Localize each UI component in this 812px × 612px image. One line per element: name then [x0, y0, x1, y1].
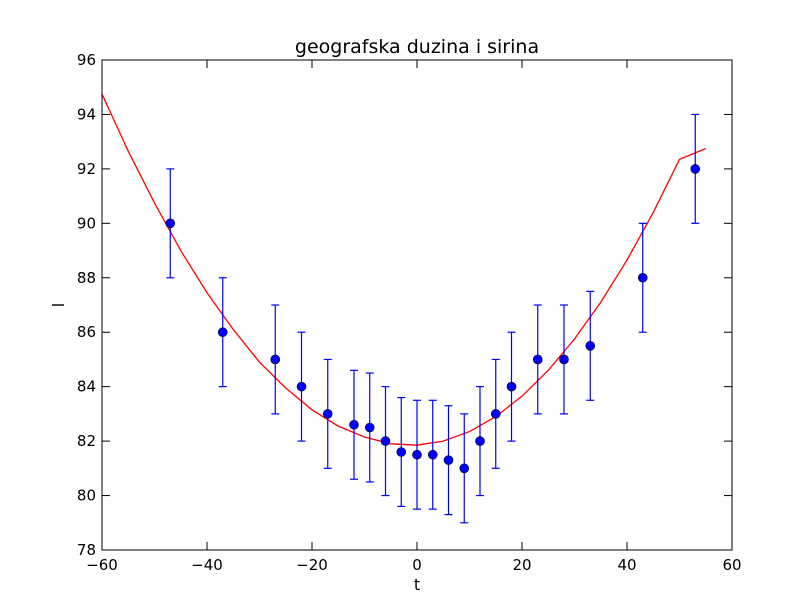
- data-point: [380, 436, 391, 446]
- x-tick-label: 20: [512, 556, 531, 574]
- y-tick-label: 80: [77, 487, 96, 505]
- y-tick-label: 78: [77, 541, 96, 559]
- y-tick-label: 94: [77, 105, 96, 123]
- data-point: [637, 272, 648, 283]
- data-point: [559, 354, 569, 365]
- fit-curve-layer: [102, 93, 706, 446]
- data-point: [396, 447, 407, 457]
- x-tick-label: −40: [191, 556, 223, 574]
- y-tick-label: 92: [77, 160, 96, 178]
- y-axis-label: l: [49, 303, 68, 307]
- data-point: [364, 422, 375, 433]
- data-point: [506, 381, 517, 392]
- data-point: [322, 409, 333, 419]
- chart-title: geografska duzina i sirina: [295, 36, 539, 58]
- y-tick-label: 82: [77, 432, 96, 450]
- data-point: [532, 354, 543, 365]
- y-tick-label: 84: [77, 378, 96, 396]
- data-point: [585, 341, 596, 351]
- data-point: [217, 327, 228, 338]
- x-axis-label: t: [414, 575, 420, 594]
- y-tick-label: 86: [77, 323, 96, 341]
- x-tick-label: −20: [296, 556, 328, 574]
- x-tick-label: 0: [412, 556, 422, 574]
- x-tick-label: 40: [617, 556, 636, 574]
- data-point: [270, 354, 281, 365]
- tick-layer: −60 −40 −20 0 20 40 60 78 80 82 84 86 88 90 92 94 96: [77, 51, 742, 574]
- x-tick-label: 60: [722, 556, 741, 574]
- x-tick-label: −60: [86, 556, 118, 574]
- data-point: [690, 164, 701, 174]
- data-point: [443, 455, 454, 465]
- y-tick-label: 96: [77, 51, 96, 69]
- data-point: [490, 409, 501, 419]
- data-point-layer: [165, 164, 701, 474]
- data-point: [296, 381, 307, 392]
- data-point: [475, 436, 485, 446]
- data-point: [427, 449, 438, 460]
- y-tick-label: 90: [77, 214, 96, 232]
- fit-curve-line: [102, 93, 706, 446]
- data-point: [459, 463, 470, 474]
- y-tick-label: 88: [77, 269, 96, 287]
- data-point: [412, 449, 422, 460]
- data-point: [165, 218, 176, 229]
- data-point: [349, 419, 359, 430]
